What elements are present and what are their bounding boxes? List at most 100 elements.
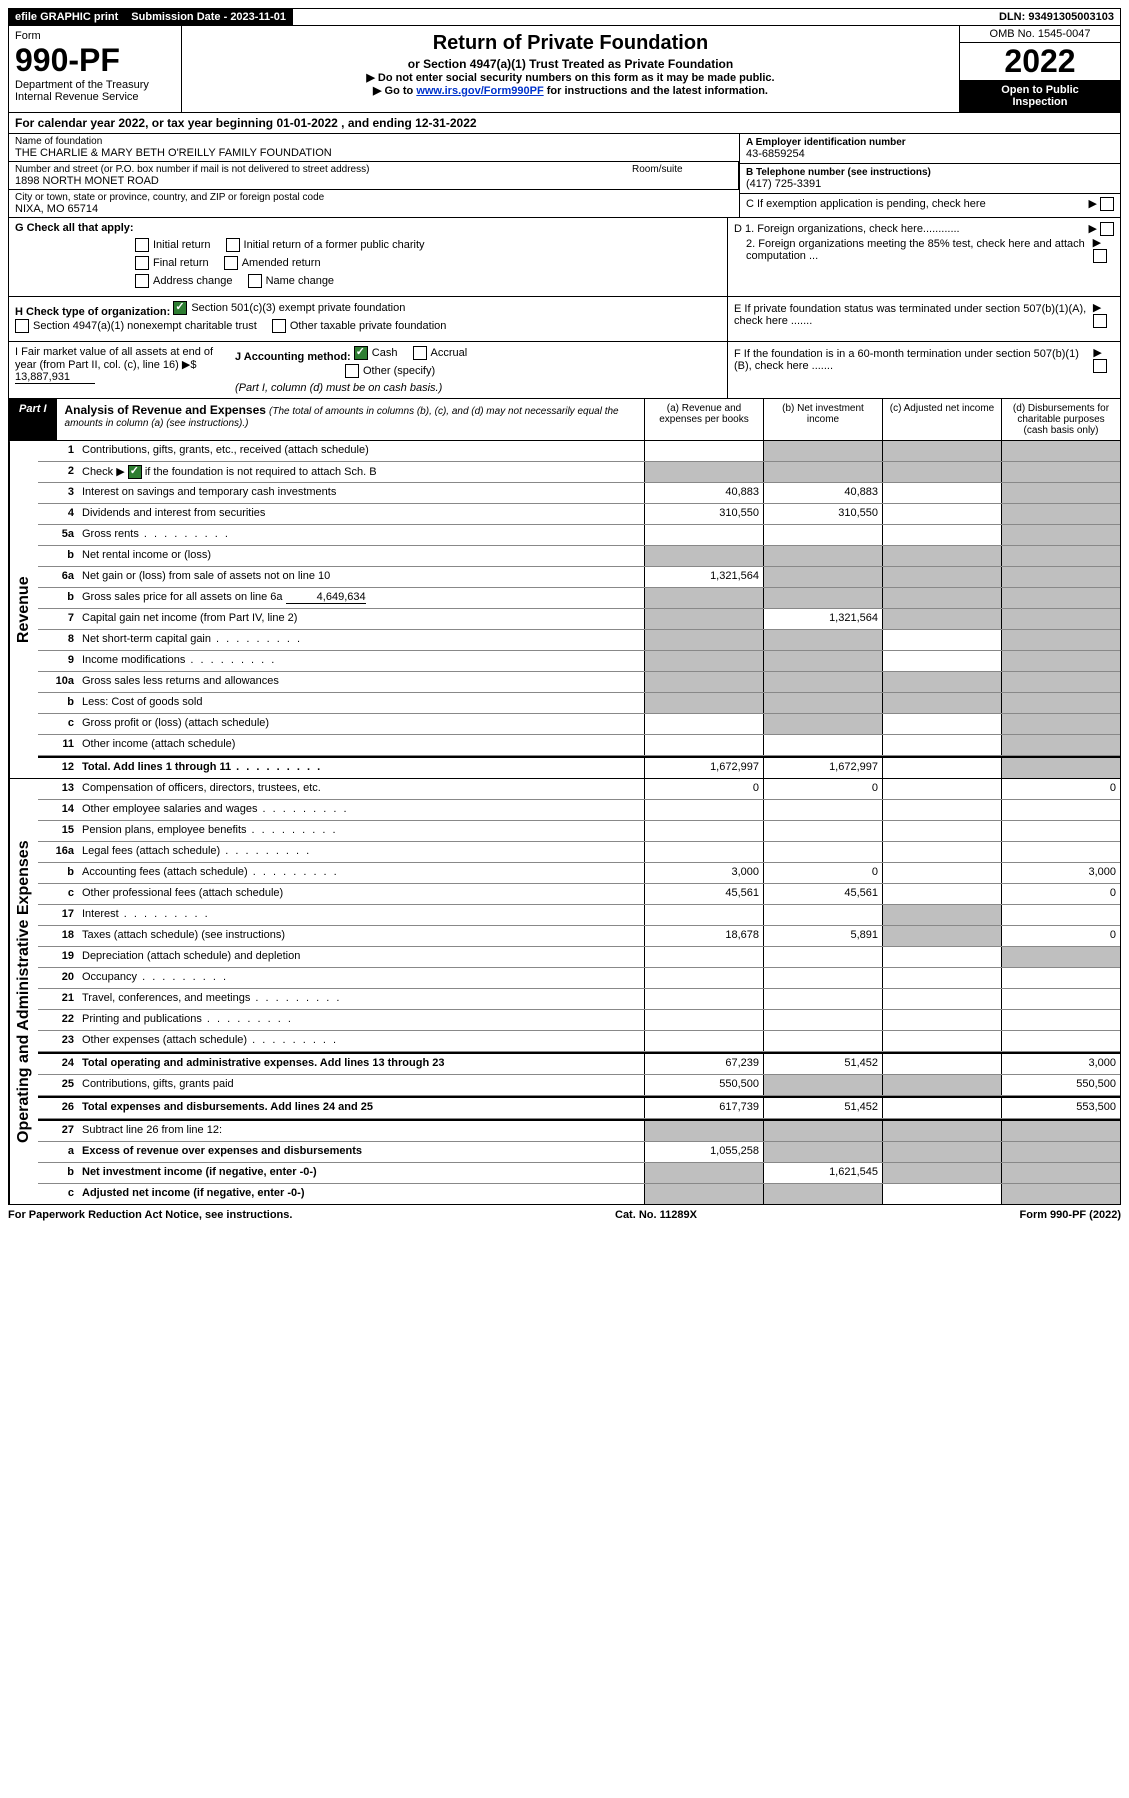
l3a: 40,883: [644, 483, 763, 503]
l12a: 1,672,997: [644, 758, 763, 778]
ij-block: I Fair market value of all assets at end…: [8, 342, 1121, 399]
form-header: Form 990-PF Department of the Treasury I…: [8, 26, 1121, 113]
e-checkbox[interactable]: [1093, 314, 1107, 328]
h-opt2: Section 4947(a)(1) nonexempt charitable …: [33, 320, 257, 332]
line-14: Other employee salaries and wages: [78, 800, 644, 820]
line-9: Income modifications: [78, 651, 644, 671]
footer-right: Form 990-PF (2022): [1020, 1209, 1121, 1221]
line-27: Subtract line 26 from line 12:: [78, 1121, 644, 1141]
submission-date: Submission Date - 2023-11-01: [125, 9, 293, 25]
d2-checkbox[interactable]: [1093, 249, 1107, 263]
expenses-side-label: Operating and Administrative Expenses: [9, 779, 38, 1204]
title: Return of Private Foundation: [188, 32, 953, 55]
line-2-checkbox[interactable]: [128, 465, 142, 479]
col-b-header: (b) Net investment income: [763, 399, 882, 440]
l25d: 550,500: [1001, 1075, 1120, 1095]
line-25: Contributions, gifts, grants paid: [78, 1075, 644, 1095]
l4a: 310,550: [644, 504, 763, 524]
l12b: 1,672,997: [763, 758, 882, 778]
line-17: Interest: [78, 905, 644, 925]
ein-label: A Employer identification number: [746, 137, 1114, 148]
j-accrual-checkbox[interactable]: [413, 346, 427, 360]
line-4: Dividends and interest from securities: [78, 504, 644, 524]
line-16a: Legal fees (attach schedule): [78, 842, 644, 862]
line-15: Pension plans, employee benefits: [78, 821, 644, 841]
dept: Department of the Treasury: [15, 79, 175, 91]
col-a-header: (a) Revenue and expenses per books: [644, 399, 763, 440]
top-bar: efile GRAPHIC print Submission Date - 20…: [8, 8, 1121, 26]
g-opt-0: Initial return: [153, 239, 210, 251]
i-value: 13,887,931: [15, 371, 95, 384]
line-16b: Accounting fees (attach schedule): [78, 863, 644, 883]
line-23: Other expenses (attach schedule): [78, 1031, 644, 1051]
dln: DLN: 93491305003103: [993, 9, 1120, 25]
l24d: 3,000: [1001, 1054, 1120, 1074]
form-number: 990-PF: [15, 42, 175, 79]
line-6b-pre: Gross sales price for all assets on line…: [82, 591, 283, 603]
g-initial-checkbox[interactable]: [135, 238, 149, 252]
g-initial-former-checkbox[interactable]: [226, 238, 240, 252]
line-8: Net short-term capital gain: [78, 630, 644, 650]
l27aa: 1,055,258: [644, 1142, 763, 1162]
g-address-checkbox[interactable]: [135, 274, 149, 288]
line-21: Travel, conferences, and meetings: [78, 989, 644, 1009]
g-opt-3: Amended return: [242, 257, 321, 269]
line-1: Contributions, gifts, grants, etc., rece…: [78, 441, 644, 461]
h-label: H Check type of organization:: [15, 306, 170, 318]
l16cb: 45,561: [763, 884, 882, 904]
l25a: 550,500: [644, 1075, 763, 1095]
city: NIXA, MO 65714: [15, 203, 733, 215]
footer-mid: Cat. No. 11289X: [615, 1209, 697, 1221]
h-other-checkbox[interactable]: [272, 319, 286, 333]
g-amended-checkbox[interactable]: [224, 256, 238, 270]
line-6a: Net gain or (loss) from sale of assets n…: [78, 567, 644, 587]
l4b: 310,550: [763, 504, 882, 524]
line-16c: Other professional fees (attach schedule…: [78, 884, 644, 904]
form-link[interactable]: www.irs.gov/Form990PF: [416, 85, 543, 97]
name-label: Name of foundation: [15, 136, 733, 147]
line-6b-val: 4,649,634: [286, 591, 366, 604]
g-d-block: G Check all that apply: Initial return I…: [8, 218, 1121, 297]
note1: ▶ Do not enter social security numbers o…: [188, 71, 953, 84]
col-c-header: (c) Adjusted net income: [882, 399, 1001, 440]
h-opt1: Section 501(c)(3) exempt private foundat…: [191, 302, 405, 314]
l18d: 0: [1001, 926, 1120, 946]
l24b: 51,452: [763, 1054, 882, 1074]
l16bd: 3,000: [1001, 863, 1120, 883]
h-opt3: Other taxable private foundation: [290, 320, 447, 332]
line-2-post: if the foundation is not required to att…: [145, 466, 377, 478]
l13b: 0: [763, 779, 882, 799]
efile-button[interactable]: efile GRAPHIC print: [9, 9, 125, 25]
omb: OMB No. 1545-0047: [960, 26, 1120, 43]
f-checkbox[interactable]: [1093, 359, 1107, 373]
foundation-name: THE CHARLIE & MARY BETH O'REILLY FAMILY …: [15, 147, 733, 159]
line-12: Total. Add lines 1 through 11: [78, 758, 644, 778]
entity-block: Name of foundation THE CHARLIE & MARY BE…: [8, 134, 1121, 218]
h-501c3-checkbox[interactable]: [173, 301, 187, 315]
address: 1898 NORTH MONET ROAD: [15, 175, 620, 187]
tax-year: 2022: [960, 43, 1120, 80]
line-13: Compensation of officers, directors, tru…: [78, 779, 644, 799]
line-2-pre: Check ▶: [82, 466, 125, 478]
l16ba: 3,000: [644, 863, 763, 883]
g-final-checkbox[interactable]: [135, 256, 149, 270]
f-label: F If the foundation is in a 60-month ter…: [734, 348, 1093, 372]
l27bb: 1,621,545: [763, 1163, 882, 1183]
city-label: City or town, state or province, country…: [15, 192, 733, 203]
h-4947-checkbox[interactable]: [15, 319, 29, 333]
l16bb: 0: [763, 863, 882, 883]
d1-checkbox[interactable]: [1100, 222, 1114, 236]
c-checkbox[interactable]: [1100, 197, 1114, 211]
open2: Inspection: [964, 96, 1116, 108]
g-name-checkbox[interactable]: [248, 274, 262, 288]
line-22: Printing and publications: [78, 1010, 644, 1030]
line-10c: Gross profit or (loss) (attach schedule): [78, 714, 644, 734]
line-5a: Gross rents: [78, 525, 644, 545]
l16ca: 45,561: [644, 884, 763, 904]
l7b: 1,321,564: [763, 609, 882, 629]
h-block: H Check type of organization: Section 50…: [8, 297, 1121, 342]
revenue-side-label: Revenue: [9, 441, 38, 778]
j-cash-checkbox[interactable]: [354, 346, 368, 360]
footer: For Paperwork Reduction Act Notice, see …: [8, 1205, 1121, 1225]
j-other-checkbox[interactable]: [345, 364, 359, 378]
